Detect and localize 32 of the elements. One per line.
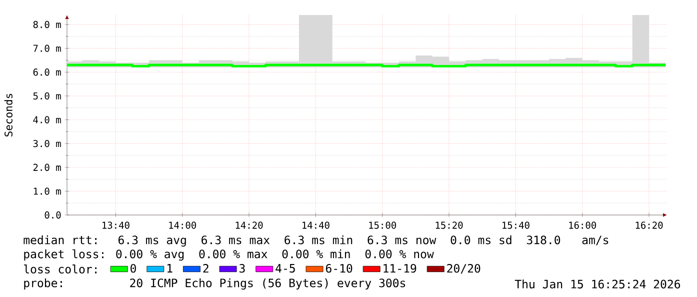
y-tick-label: 0.0 [44, 211, 61, 219]
legend-label: 2 [203, 264, 208, 273]
y-tick-label: 8.0 m [33, 20, 61, 28]
y-tick-label: 7.0 m [33, 44, 61, 52]
x-tick-label: 15:20 [436, 222, 463, 229]
text: probe: 20 ICMP Echo Pings (56 Bytes) every 300s [24, 278, 406, 290]
y-tick-label: 4.0 m [33, 116, 61, 124]
text: packet loss: 0.00 % avg 0.00 % max 0.00 % min 0.00 % now [24, 249, 434, 261]
x-tick-label: 16:00 [569, 222, 596, 229]
legend-label: 0 [130, 264, 136, 273]
x-tick-label: 14:20 [236, 222, 263, 229]
y-tick-label: 3.0 m [33, 140, 61, 148]
y-tick-label: 2.0 m [33, 164, 61, 171]
legend-label: 20/20 [447, 264, 480, 274]
y-tick-label: 5.0 m [33, 92, 61, 100]
x-tick-label: 14:00 [169, 222, 196, 229]
y-tick-label: 1.0 m [34, 188, 61, 195]
legend-label: 4-5 [276, 264, 295, 273]
x-tick-label: 14:40 [302, 222, 330, 229]
x-tick-label: 16:20 [636, 222, 663, 229]
x-tick-label: 13:40 [102, 222, 130, 229]
legend-label: 6-10 [326, 264, 352, 273]
x-tick-label: 15:00 [369, 222, 396, 229]
text: median rtt: 6.3 ms avg 6.3 ms max 6.3 ms min 6.3 ms now 0.0 ms sd 318.0 am/s [24, 235, 608, 247]
x-tick-label: 15:40 [502, 222, 530, 229]
y-axis-title: Seconds [4, 94, 12, 136]
y-tick-label: 6.0 m [33, 68, 61, 76]
legend-label: 11-19 [384, 264, 416, 273]
legend-label: 3 [240, 264, 245, 273]
legend-label: 1 [167, 264, 172, 272]
text: loss color: [24, 264, 97, 274]
text: Thu Jan 15 16:25:24 2026 [514, 280, 680, 288]
